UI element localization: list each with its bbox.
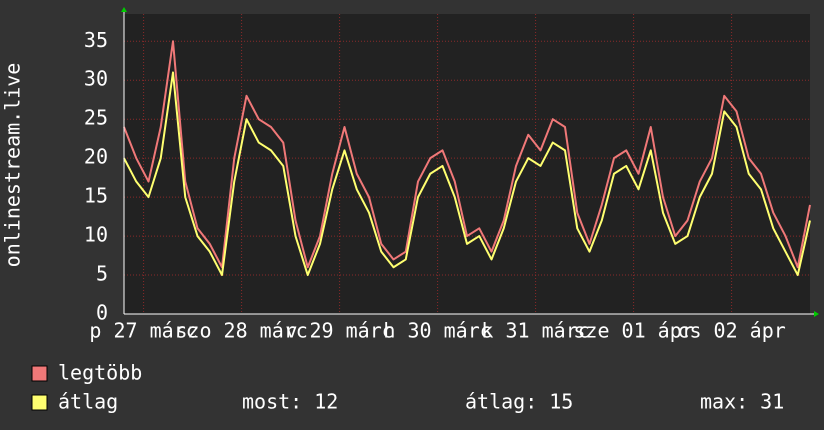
x-tick-label: v 29 márc xyxy=(285,319,393,343)
legend: legtöbb átlag most: 12 átlag: 15 max: 31 xyxy=(31,361,784,414)
legend-label: legtöbb xyxy=(58,361,142,385)
y-tick-label: 30 xyxy=(84,67,108,91)
legend-swatch xyxy=(31,394,48,411)
x-axis-arrow xyxy=(814,311,819,317)
y-axis-arrow xyxy=(121,7,127,12)
stat-label: átlag: xyxy=(465,390,537,414)
y-axis-label: onlinestream.live xyxy=(1,63,25,268)
stat-value: 12 xyxy=(314,390,338,414)
x-tick-label: k 31 márc xyxy=(481,319,589,343)
stat-label: max: xyxy=(700,390,748,414)
y-tick-label: 5 xyxy=(96,262,108,286)
series-line xyxy=(123,71,811,277)
plot-area xyxy=(124,14,810,314)
x-tick-label: cs 02 ápr xyxy=(677,319,785,343)
y-tick-label: 0 xyxy=(96,301,108,325)
lines xyxy=(123,40,811,277)
x-tick-label: szo 28 márc xyxy=(175,319,307,343)
legend-label: átlag xyxy=(58,390,118,414)
y-tick-label: 20 xyxy=(84,145,108,169)
x-tick-label: h 30 márc xyxy=(383,319,491,343)
y-tick-label: 10 xyxy=(84,223,108,247)
stat-value: 31 xyxy=(760,390,784,414)
legend-swatch xyxy=(31,365,48,382)
series-line xyxy=(123,40,811,269)
grid xyxy=(124,14,810,315)
y-tick-label: 25 xyxy=(84,106,108,130)
y-tick-label: 15 xyxy=(84,184,108,208)
stat-label: most: xyxy=(242,390,302,414)
x-tick-label: p 27 márc xyxy=(89,319,197,343)
y-tick-label: 35 xyxy=(84,28,108,52)
stat-value: 15 xyxy=(549,390,573,414)
x-tick-label: sze 01 ápr xyxy=(573,319,693,343)
